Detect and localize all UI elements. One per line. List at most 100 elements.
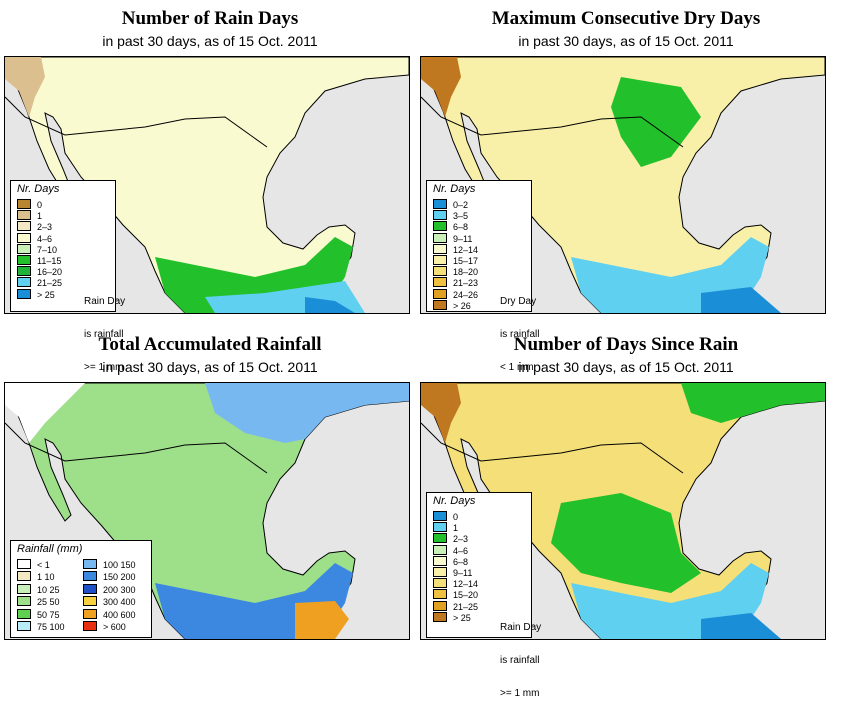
legend-label: 0: [37, 200, 43, 210]
panel-title: Number of Days Since Rain: [513, 334, 739, 355]
legend-label: 150 200: [103, 572, 136, 583]
legend-label: 24–26: [453, 289, 479, 300]
legend-swatch: [433, 299, 447, 310]
legend-swatch: [433, 544, 447, 555]
legend-swatch: [17, 583, 31, 594]
legend-label: 21–25: [453, 601, 479, 612]
legend-swatch: [17, 221, 31, 232]
legend-swatch: [433, 199, 447, 209]
legend-label: 9–11: [453, 233, 473, 244]
legend-label: 21–25: [37, 278, 63, 289]
legend-swatch: [17, 266, 31, 277]
legend-swatch: [433, 243, 447, 254]
legend-swatch: [433, 555, 447, 566]
legend-swatch: [17, 199, 31, 209]
legend-swatch: [17, 255, 31, 265]
legend-label: 4–6: [453, 545, 469, 556]
legend-label: > 25: [453, 612, 471, 623]
legend: Nr. Days 0 1 2–3 4–6 6–8 9–11 12–14 15–20 21–25 >…: [426, 492, 532, 638]
panel-subtitle: in past 30 days, as of 15 Oct. 2011: [102, 359, 318, 375]
panel-rain-days: Number of Rain Days in past 30 days, as …: [4, 8, 416, 373]
legend: Rainfall (mm) < 1 1 10 10 25 25 50 50 75 75 1…: [10, 540, 152, 638]
legend-label: 4–6: [37, 233, 53, 244]
note-line: Rain Day: [500, 622, 542, 633]
legend-swatch: [433, 210, 447, 221]
legend-swatch: [433, 522, 447, 533]
panel-subtitle: in past 30 days, as of 15 Oct. 2011: [518, 33, 734, 49]
legend-swatch: [433, 578, 447, 589]
legend-swatch: [433, 232, 447, 243]
legend-label: 9–11: [453, 568, 473, 578]
note-line: is rainfall: [500, 655, 540, 666]
legend-label: < 1: [37, 560, 50, 570]
legend-swatch: [433, 255, 447, 265]
panel-max-dry-days: Maximum Consecutive Dry Days in past 30 …: [420, 8, 832, 373]
legend-label: 2–3: [37, 222, 53, 233]
legend-swatch: [17, 232, 31, 243]
panel-subtitle: in past 30 days, as of 15 Oct. 2011: [102, 33, 318, 49]
note-line: >= 1 mm: [84, 362, 124, 373]
legend-swatch: [83, 608, 97, 619]
legend-title: Rainfall (mm): [17, 543, 83, 555]
legend-label: 1: [453, 523, 459, 534]
legend-label: 400 600: [103, 609, 136, 620]
legend-label: 0–2: [453, 200, 469, 210]
legend-note: Rain Day is rainfall >= 1 mm: [500, 600, 541, 721]
legend-note: Rain Day is rainfall >= 1 mm: [84, 274, 125, 395]
legend-label: 100 150: [103, 560, 136, 570]
legend-swatch: [17, 571, 31, 582]
legend-swatch: [83, 596, 97, 607]
legend-label: 1: [37, 211, 43, 222]
legend-swatch: [17, 277, 31, 288]
legend-swatch: [17, 559, 31, 569]
legend-label: 6–8: [453, 222, 469, 233]
legend-swatch: [433, 288, 447, 299]
legend-swatch: [83, 559, 97, 569]
legend-label: 3–5: [453, 211, 469, 222]
legend-label: > 600: [103, 622, 126, 632]
legend-label: 21–23: [453, 278, 479, 289]
legend-label: 15–20: [453, 590, 479, 601]
legend-label: 11–15: [37, 256, 62, 266]
legend-title: Nr. Days: [17, 183, 60, 195]
legend-swatch: [433, 600, 447, 611]
legend-swatch: [83, 621, 97, 631]
map-total-rainfall: [4, 382, 410, 640]
panel-title: Maximum Consecutive Dry Days: [491, 8, 761, 29]
legend-label: 2–3: [453, 534, 469, 545]
legend: Nr. Days 0–2 3–5 6–8 9–11 12–14 15–17 18–20 21–…: [426, 180, 532, 312]
legend-label: 16–20: [37, 267, 63, 278]
legend-label: 0: [453, 512, 459, 522]
legend-swatch: [83, 571, 97, 582]
legend-title: Nr. Days: [433, 183, 476, 195]
legend-label: 300 400: [103, 597, 136, 608]
legend-label: 50 75: [37, 609, 60, 620]
legend-label: 12–14: [453, 579, 479, 590]
legend-label: 18–20: [453, 267, 479, 278]
legend-swatch: [433, 511, 447, 521]
legend-label: 200 300: [103, 584, 136, 595]
legend-label: > 26: [453, 300, 471, 311]
note-line: Rain Day: [84, 296, 126, 307]
legend-swatch: [433, 611, 447, 622]
legend-label: 7–10: [37, 244, 58, 255]
legend-swatch: [17, 288, 31, 299]
legend-swatch: [83, 583, 97, 594]
legend-swatch: [433, 266, 447, 277]
legend-swatch: [433, 589, 447, 600]
legend: Nr. Days 0 1 2–3 4–6 7–10 11–15 16–20 21–25 > 25: [10, 180, 116, 312]
legend-label: > 25: [37, 289, 55, 300]
panel-title: Number of Rain Days: [121, 8, 299, 29]
legend-swatch: [17, 621, 31, 631]
note-line: < 1 mm: [500, 362, 534, 373]
panel-total-rainfall: Total Accumulated Rainfall in past 30 da…: [4, 334, 416, 654]
note-line: Dry Day: [500, 296, 537, 307]
panel-subtitle: in past 30 days, as of 15 Oct. 2011: [518, 359, 734, 375]
legend-label: 6–8: [453, 556, 469, 567]
legend-label: 25 50: [37, 597, 60, 608]
map-graphic: [5, 383, 409, 639]
legend-swatch: [433, 567, 447, 577]
note-line: is rainfall: [84, 329, 124, 340]
panel-title: Total Accumulated Rainfall: [98, 334, 322, 355]
legend-swatch: [17, 596, 31, 607]
